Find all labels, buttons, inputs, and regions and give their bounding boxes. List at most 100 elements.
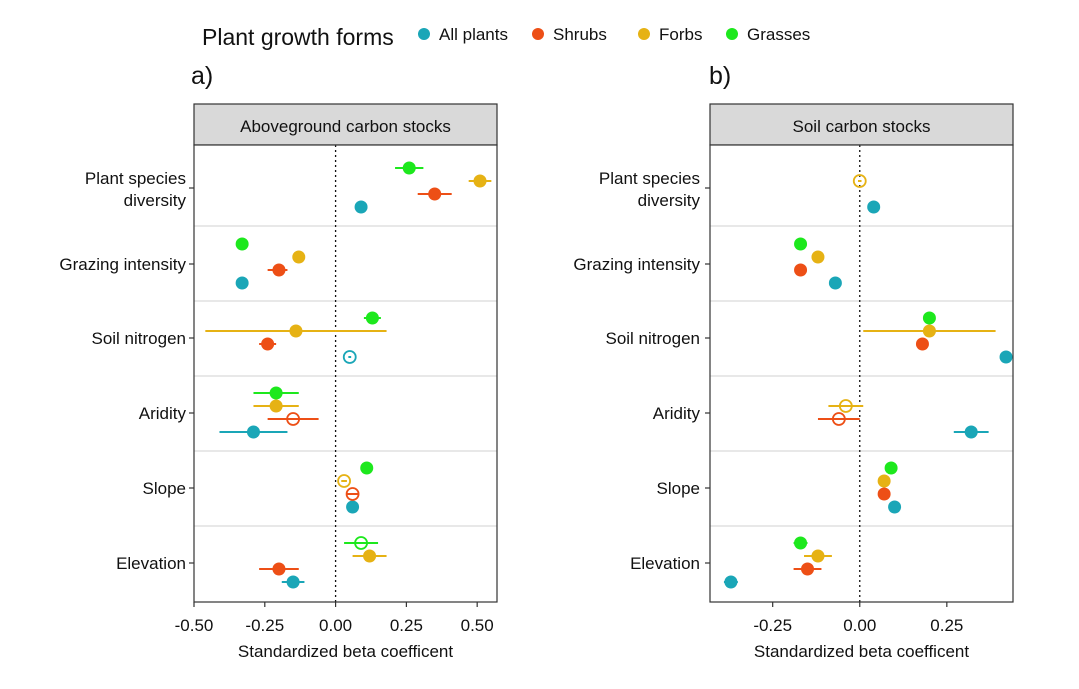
y-tick-label: Elevation: [116, 554, 186, 573]
plot-area: [194, 145, 497, 602]
y-tick-label: diversity: [638, 191, 701, 210]
data-point: [915, 337, 929, 351]
point-marker: [794, 237, 808, 251]
panel-title: Aboveground carbon stocks: [240, 117, 451, 136]
point-marker: [915, 337, 929, 351]
point-marker: [235, 276, 249, 290]
plot-area: [710, 145, 1013, 602]
data-point: [417, 187, 452, 201]
point-marker: [877, 474, 891, 488]
data-point: [345, 487, 360, 501]
point-marker-open: [337, 474, 351, 488]
panel-label: a): [191, 62, 213, 90]
legend-item: Grasses: [726, 25, 810, 44]
point-marker-open: [345, 487, 360, 501]
legend-label: Forbs: [659, 25, 702, 44]
point-marker: [269, 386, 283, 400]
x-tick-label: 0.00: [843, 616, 876, 635]
data-point: [292, 250, 306, 264]
y-tick-label: Soil nitrogen: [605, 329, 700, 348]
data-point: [337, 474, 351, 488]
data-point: [342, 350, 357, 364]
data-point: [828, 399, 864, 413]
plot-border: [193, 144, 498, 603]
panel: a) Aboveground carbon stocks Plant species…: [59, 62, 498, 661]
point-marker: [794, 536, 808, 550]
legend: Plant growth forms All plants Shrubs Forbs G…: [202, 24, 810, 50]
x-axis-title: Standardized beta coefficent: [238, 642, 453, 661]
panel-strip: [709, 103, 1014, 146]
data-point: [888, 500, 902, 514]
y-tick-label: Grazing intensity: [573, 255, 700, 274]
point-marker: [286, 575, 300, 589]
x-tick-label: -0.25: [245, 616, 284, 635]
point-marker: [811, 549, 825, 563]
y-tick-label: Grazing intensity: [59, 255, 186, 274]
point-marker: [867, 200, 881, 214]
legend-swatch: [532, 28, 544, 40]
data-point: [259, 337, 277, 351]
point-marker: [828, 276, 842, 290]
data-point: [235, 276, 249, 290]
y-tick-label: Slope: [143, 479, 186, 498]
x-tick-label: 0.50: [461, 616, 494, 635]
x-tick-label: 0.25: [930, 616, 963, 635]
panel-label: b): [709, 62, 731, 90]
legend-label: Grasses: [747, 25, 810, 44]
data-point: [267, 263, 288, 277]
data-point: [828, 276, 842, 290]
point-marker: [888, 500, 902, 514]
point-marker: [428, 187, 442, 201]
point-marker: [801, 562, 815, 576]
point-marker-open: [831, 412, 846, 426]
data-point: [346, 500, 360, 514]
point-marker: [261, 337, 275, 351]
data-point: [723, 575, 738, 589]
point-marker: [346, 500, 360, 514]
data-point: [235, 237, 249, 251]
point-marker-open: [286, 412, 301, 426]
point-marker: [724, 575, 738, 589]
data-point: [877, 487, 891, 501]
data-point: [259, 562, 299, 576]
legend-item: Forbs: [638, 25, 702, 44]
y-tick-label: Elevation: [630, 554, 700, 573]
y-tick-label: diversity: [124, 191, 187, 210]
data-point: [352, 549, 387, 563]
data-point: [794, 263, 808, 277]
point-marker: [473, 174, 487, 188]
y-tick-label: Plant species: [599, 169, 700, 188]
point-marker: [235, 237, 249, 251]
panel-title: Soil carbon stocks: [793, 117, 931, 136]
point-marker: [922, 311, 936, 325]
data-point: [267, 412, 319, 426]
data-point: [253, 386, 299, 400]
point-marker-open: [354, 536, 368, 550]
data-point: [804, 549, 832, 563]
data-point: [793, 562, 822, 576]
data-point: [468, 174, 492, 188]
data-point: [281, 575, 305, 589]
point-marker: [272, 562, 286, 576]
point-marker: [811, 250, 825, 264]
point-marker: [289, 324, 303, 338]
legend-label: Shrubs: [553, 25, 607, 44]
data-point: [395, 161, 424, 175]
point-marker: [922, 324, 936, 338]
point-marker: [363, 549, 377, 563]
x-tick-label: 0.00: [319, 616, 352, 635]
y-tick-label: Aridity: [653, 404, 701, 423]
legend-item: Shrubs: [532, 25, 607, 44]
point-marker: [360, 461, 374, 475]
data-point: [953, 425, 989, 439]
point-marker-open: [342, 350, 357, 364]
point-marker: [964, 425, 978, 439]
data-point: [794, 237, 808, 251]
data-point: [253, 399, 299, 413]
data-point: [793, 536, 808, 550]
legend-swatch: [418, 28, 430, 40]
data-point: [999, 350, 1013, 364]
point-marker: [884, 461, 898, 475]
y-tick-label: Soil nitrogen: [91, 329, 186, 348]
